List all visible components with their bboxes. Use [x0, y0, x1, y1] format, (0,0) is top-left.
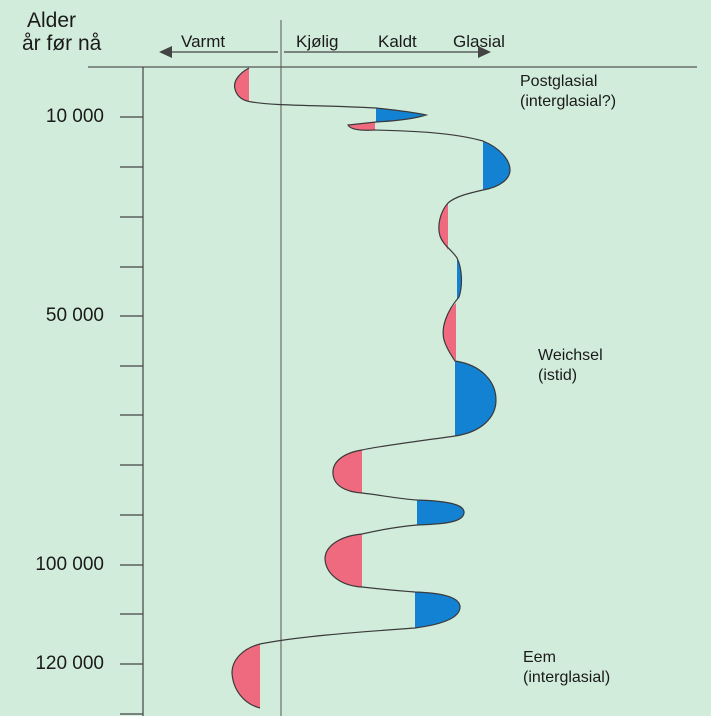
warm-lobe-weichsel-3: [332, 450, 362, 493]
climate-curve: [231, 67, 511, 709]
warm-lobe-postglacial: [234, 68, 249, 102]
warm-lobe-eem: [232, 644, 260, 708]
age-title-line2: år før nå: [22, 32, 102, 55]
warm-label: Varmt: [181, 32, 226, 51]
axis-label-50000: 50 000: [45, 305, 104, 326]
age-title-line1: Alder: [27, 9, 77, 32]
cold-label: Kaldt: [378, 32, 417, 51]
axis-ticks: [120, 116, 143, 715]
cold-lobe-weichsel-3: [455, 361, 496, 436]
cold-lobe-weichsel-4: [417, 500, 465, 525]
warm-lobe-younger-dryas: [348, 122, 375, 131]
postglacial-label: Postglasial (interglasial?): [520, 72, 616, 112]
weichsel-label: Weichsel (istid): [538, 346, 603, 386]
cold-lobes: [376, 108, 510, 628]
weichsel-line2: (istid): [538, 367, 578, 384]
cool-label: Kjølig: [296, 32, 339, 51]
glacial-label: Glasial: [453, 32, 505, 51]
postglacial-line2: (interglasial?): [520, 93, 617, 110]
warm-lobe-weichsel-4: [325, 534, 362, 587]
axis-label-100000: 100 000: [35, 554, 104, 575]
eem-label: Eem (interglasial): [523, 648, 610, 688]
warm-arrowhead: [159, 46, 172, 58]
eem-line2: (interglasial): [523, 669, 611, 686]
cold-lobe-younger-dryas: [376, 108, 426, 122]
eem-line1: Eem: [523, 649, 556, 666]
postglacial-line1: Postglasial: [520, 73, 598, 90]
axis-label-120000: 120 000: [35, 653, 104, 674]
axis-label-10000: 10 000: [45, 106, 104, 127]
cold-lobe-weichsel-5: [415, 592, 460, 628]
weichsel-line1: Weichsel: [538, 347, 603, 364]
cold-arrowhead: [478, 46, 491, 58]
scale-arrows: [159, 46, 491, 58]
cold-lobe-weichsel-1: [483, 141, 510, 190]
